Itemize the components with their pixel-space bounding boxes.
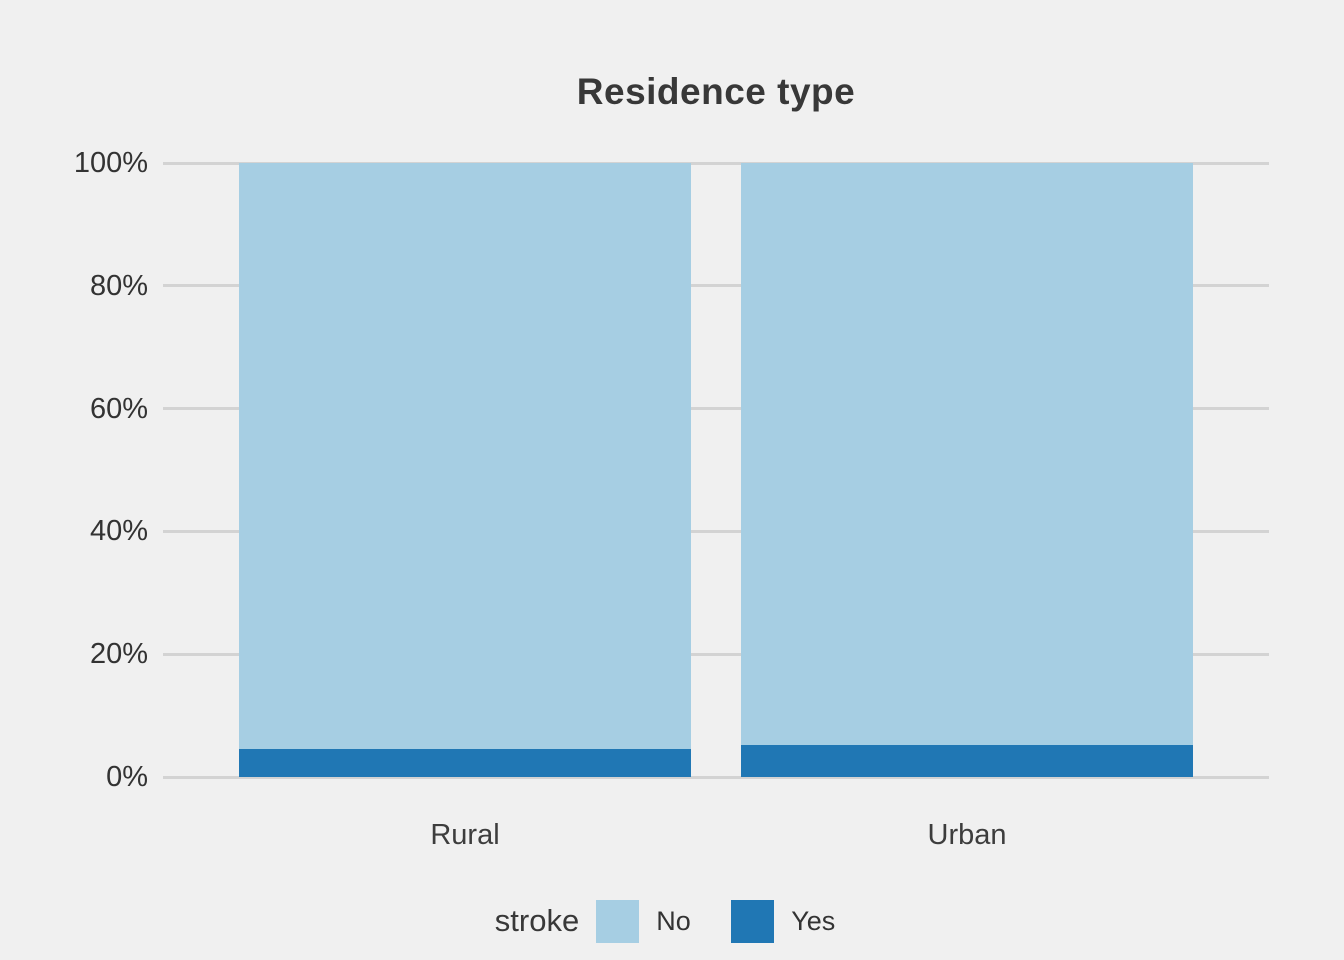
y-tick-label-100: 100% [73,147,148,179]
gridline-80 [163,284,1269,288]
legend-swatch-no [596,899,640,943]
legend-swatch-yes [731,899,775,943]
y-tick-label-0: 0% [106,761,148,793]
plot-area [163,161,1269,779]
segment-rural-no [239,163,691,750]
bar-urban [741,163,1193,777]
legend-item-yes: Yes [731,899,849,943]
x-tick-label-urban: Urban [927,819,1007,851]
legend: stroke No Yes [0,897,1344,945]
y-tick-label-20: 20% [89,638,148,671]
y-tick-label-80: 80% [89,269,148,302]
bar-rural [239,163,691,777]
segment-urban-no [741,163,1193,746]
gridline-0 [163,775,1269,779]
y-tick-label-40: 40% [89,515,148,548]
segment-urban-yes [741,745,1193,777]
legend-label-no: No [656,905,691,936]
legend-label-yes: Yes [791,905,836,936]
gridline-60 [163,407,1269,411]
y-tick-label-60: 60% [89,392,148,425]
x-tick-label-rural: Rural [430,819,500,851]
gridline-20 [163,652,1269,656]
legend-title: stroke [494,903,580,938]
gridline-40 [163,529,1269,533]
gridline-100 [163,161,1269,165]
chart-title: Residence type [576,71,856,112]
segment-rural-yes [239,749,691,777]
legend-item-no: No [596,899,714,943]
